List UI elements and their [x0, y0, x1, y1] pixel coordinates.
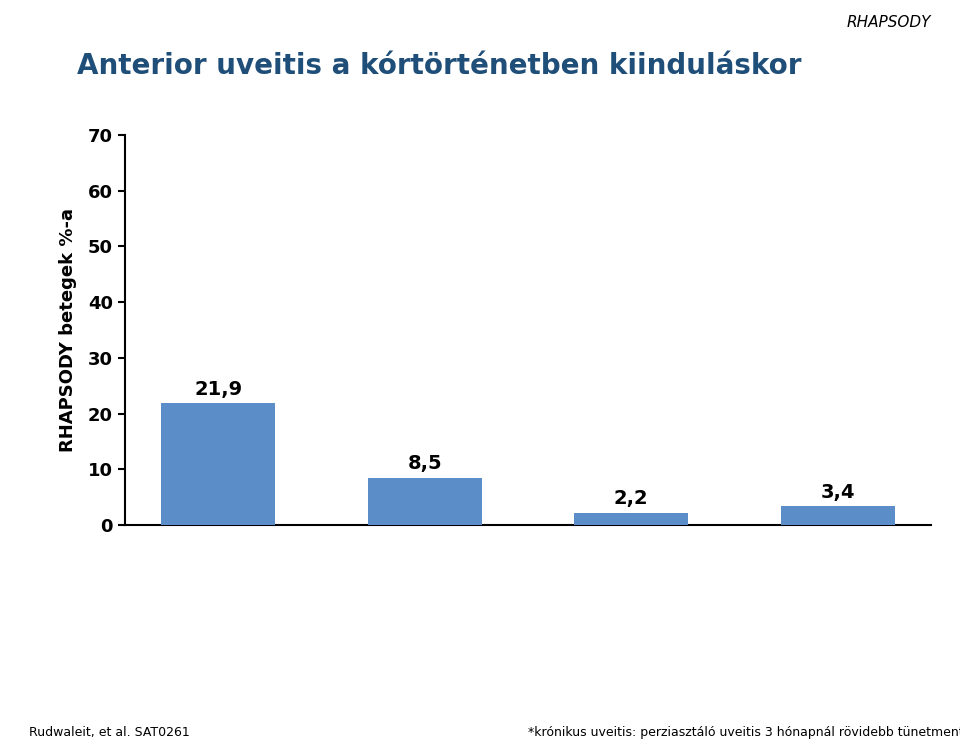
Text: 21,9: 21,9 [194, 380, 242, 398]
Text: RHAPSODY: RHAPSODY [847, 15, 931, 30]
Y-axis label: RHAPSODY betegek %-a: RHAPSODY betegek %-a [59, 208, 77, 452]
Text: 2,2: 2,2 [614, 489, 649, 508]
Bar [781, 506, 895, 525]
Text: *krónikus uveitis: perziasztáló uveitis 3 hónapnál rövidebb tünetmentes periódus: *krónikus uveitis: perziasztáló uveitis … [528, 726, 960, 739]
Text: Rudwaleit, et al. SAT0261: Rudwaleit, et al. SAT0261 [29, 726, 189, 739]
Bar [368, 478, 482, 525]
Text: 8,5: 8,5 [407, 454, 442, 473]
Text: 3,4: 3,4 [821, 482, 855, 502]
Text: Anterior uveitis a kórtörténetben kiinduláskor: Anterior uveitis a kórtörténetben kiindu… [77, 53, 802, 80]
Bar [161, 403, 275, 525]
Bar [574, 513, 688, 525]
